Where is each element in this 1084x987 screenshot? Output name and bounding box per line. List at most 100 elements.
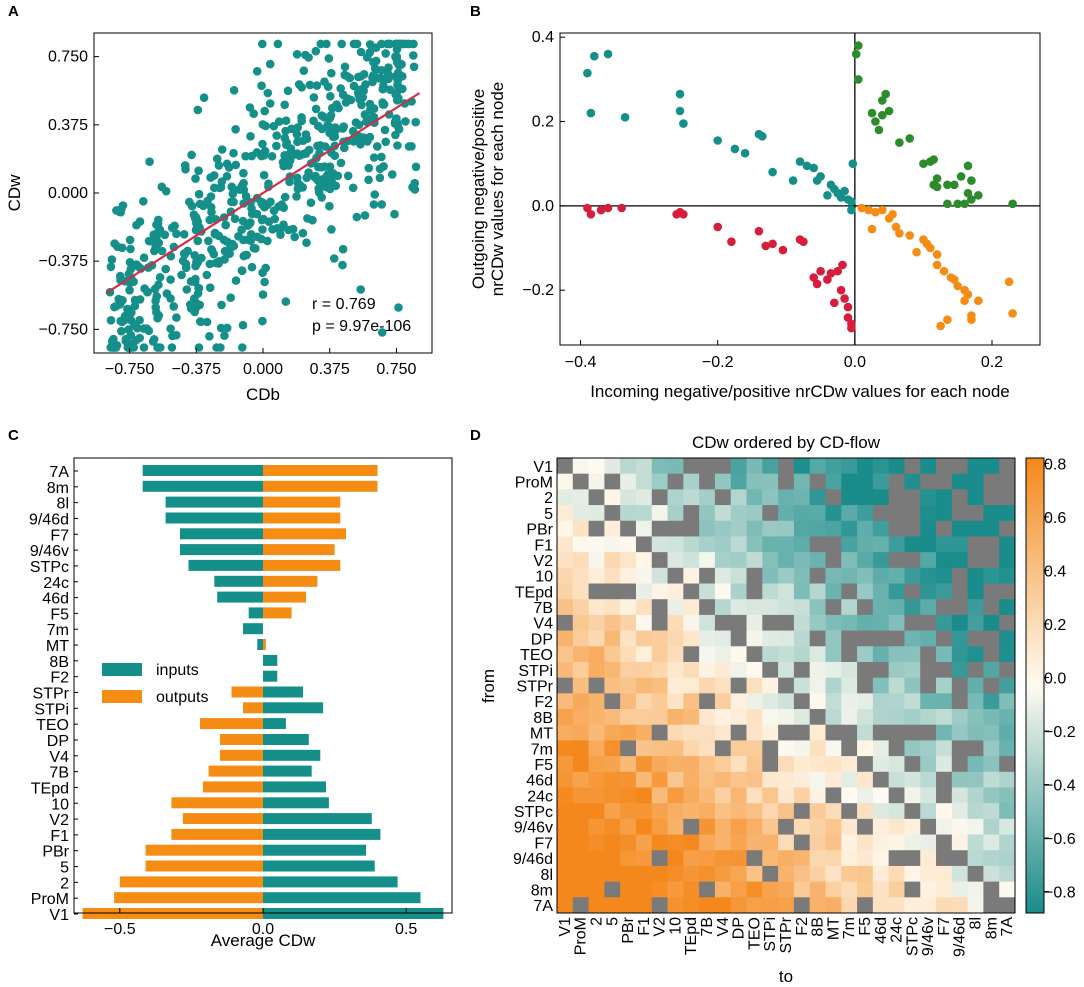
panel-d-heatmap-cell — [920, 473, 937, 490]
panel-d-heatmap-cell — [730, 630, 747, 647]
panel-d-colorbar-tick-label: 0.8 — [1044, 456, 1066, 473]
panel-d-col-label: 7m — [841, 917, 858, 939]
panel-a-point — [156, 343, 165, 352]
panel-c-bar-inputs — [180, 528, 263, 540]
panel-a-point — [257, 81, 266, 90]
panel-d-heatmap-cell — [683, 614, 700, 631]
panel-d-heatmap-cell — [793, 756, 811, 773]
panel-c-bar-outputs — [263, 544, 335, 556]
panel-c-bar-outputs — [114, 892, 263, 904]
panel-d-heatmap-cell — [730, 881, 747, 898]
panel-d-heatmap-cell — [683, 661, 700, 679]
panel-d-heatmap-cell — [778, 583, 795, 600]
panel-a-point — [283, 86, 293, 96]
panel-d-heatmap-cell — [778, 756, 795, 773]
panel-d-heatmap-cell — [635, 505, 653, 522]
panel-d-heatmap-cell — [730, 787, 747, 804]
panel-d-heatmap-cell — [999, 881, 1016, 898]
panel-a-point — [388, 170, 397, 179]
panel-a-y-label: CDw — [5, 174, 24, 212]
panel-c-category-label: 8l — [57, 496, 69, 513]
panel-d-heatmap-cell — [699, 661, 716, 679]
panel-d-heatmap-cell — [588, 489, 605, 506]
panel-a-point — [365, 48, 375, 57]
panel-a-point — [151, 296, 160, 306]
panel-d-heatmap-cell — [793, 520, 811, 537]
panel-d-heatmap-cell — [635, 803, 653, 820]
panel-c-bar-inputs — [248, 607, 263, 619]
panel-a-point — [126, 244, 135, 254]
panel-c-bar-inputs — [142, 465, 263, 476]
panel-d-heatmap-cell — [762, 583, 779, 600]
panel-d-heatmap-cell — [730, 709, 747, 726]
panel-d-heatmap-cell — [620, 630, 637, 647]
panel-d-heatmap-cell — [920, 834, 937, 851]
panel-a-point — [369, 200, 379, 209]
panel-a-point — [235, 185, 244, 194]
panel-d-heatmap-cell — [888, 834, 905, 851]
panel-d-row-label: STPr — [517, 679, 554, 696]
panel-b-point-teal — [768, 167, 777, 177]
panel-d-col-label: F2 — [794, 917, 811, 936]
panel-d-heatmap-cell — [667, 709, 684, 726]
panel-d-colorbar-tick-label: 0.2 — [1044, 617, 1066, 634]
panel-d-heatmap-cell — [620, 897, 637, 914]
panel-b-point-teal — [586, 108, 596, 118]
panel-b-x-tick-label: −0.4 — [565, 354, 597, 371]
panel-d-heatmap-cell — [730, 677, 747, 694]
panel-d-heatmap-cell — [730, 834, 747, 851]
panel-d-heatmap-cell — [888, 567, 905, 584]
panel-d-heatmap-cell — [572, 693, 589, 710]
panel-d-heatmap-cell — [762, 677, 779, 694]
panel-d-heatmap-cell — [967, 505, 984, 522]
panel-d-heatmap-cell — [793, 740, 811, 757]
panel-a-point — [222, 172, 232, 181]
panel-a-point — [166, 294, 175, 303]
panel-b-point-teal — [713, 136, 722, 145]
panel-d-heatmap-cell — [904, 897, 921, 914]
panel-b-point-green — [854, 41, 863, 50]
panel-a-point — [332, 100, 342, 109]
panel-c-x-tick-label: 0.5 — [395, 921, 417, 938]
panel-d-heatmap-cell — [793, 881, 811, 898]
panel-d-heatmap-cell — [936, 818, 953, 835]
panel-d-heatmap-cell — [620, 552, 637, 569]
panel-d-heatmap-cell — [604, 630, 621, 647]
panel-d-heatmap-cell — [841, 505, 858, 522]
panel-a-point — [258, 39, 267, 49]
panel-a-point — [273, 39, 283, 49]
panel-d-heatmap-cell — [841, 552, 858, 569]
panel-d-heatmap-cell — [983, 803, 1000, 820]
panel-d-heatmap-cell — [746, 787, 763, 804]
panel-a-point — [280, 151, 289, 160]
panel-d-heatmap-cell — [793, 458, 811, 475]
panel-d-heatmap-cell — [651, 724, 668, 741]
panel-d-heatmap-cell — [857, 458, 874, 475]
panel-d-col-label: V2 — [652, 917, 669, 937]
panel-d-heatmap-cell — [872, 771, 890, 788]
panel-d-heatmap-cell — [762, 661, 779, 679]
panel-c-bar-inputs — [165, 496, 263, 508]
panel-d-heatmap-cell — [951, 724, 969, 741]
panel-d-heatmap-cell — [620, 756, 637, 773]
panel-d-heatmap-cell — [667, 458, 684, 475]
panel-b-points — [583, 41, 1017, 333]
panel-d-heatmap-cell — [588, 834, 605, 851]
panel-b-point-teal — [675, 106, 685, 116]
panel-d-heatmap-cell — [620, 520, 637, 537]
panel-d-heatmap-cell — [809, 771, 826, 788]
panel-a-point — [292, 130, 302, 139]
panel-b-point-green — [1008, 199, 1017, 209]
panel-d-heatmap-cell — [983, 661, 1000, 679]
panel-d-heatmap-cell — [967, 520, 984, 537]
panel-a-point — [379, 81, 388, 90]
panel-d-heatmap-cell — [809, 756, 826, 773]
panel-d-heatmap-cell — [999, 818, 1016, 835]
panel-d-heatmap-cell — [651, 505, 668, 522]
panel-d-heatmap-cell — [651, 677, 668, 694]
panel-d-heatmap-cell — [572, 458, 589, 475]
panel-c-bar-outputs — [220, 749, 263, 761]
panel-b-point-teal — [730, 144, 740, 154]
panel-a-point — [295, 180, 305, 190]
panel-b-axes-frame — [559, 32, 1041, 346]
